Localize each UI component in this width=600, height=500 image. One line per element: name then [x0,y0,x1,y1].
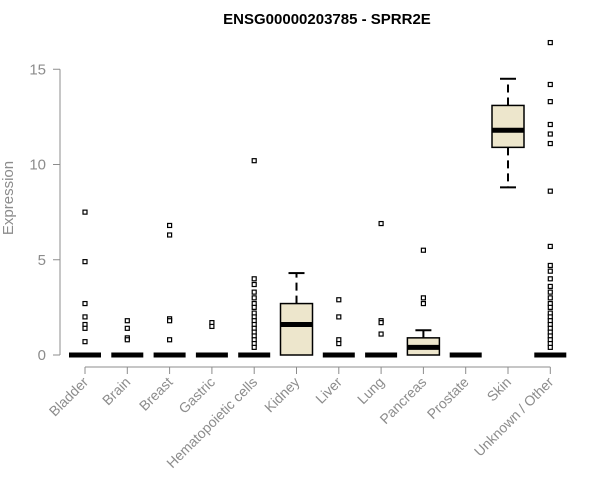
outlier-point [251,281,257,288]
outlier-point [336,340,342,347]
x-tick-label: Skin [484,374,515,405]
outlier-point [251,295,257,301]
outlier-point [209,323,215,330]
outlier-point [251,304,257,310]
x-tick-label: Kidney [261,374,303,416]
outlier-point [378,220,384,227]
box-3 [153,222,186,358]
outlier-point [167,222,173,229]
outlier-point [124,318,130,324]
outlier-point [547,276,553,282]
y-axis-label: Expression [0,161,17,235]
x-tick-label: Liver [312,374,345,407]
box-7 [322,297,355,358]
outlier-point [251,158,257,164]
outlier-point [82,300,88,307]
outlier-point [547,295,553,301]
outlier-point [547,268,553,274]
outlier-point [378,320,384,326]
outlier-point [547,131,553,137]
outlier-point [547,344,553,350]
outlier-point [124,325,130,331]
box-8 [365,220,398,358]
outlier-point [420,300,426,307]
box-4 [195,320,228,358]
outlier-point [547,81,553,88]
outlier-point [124,337,130,343]
outlier-point [251,344,257,350]
outlier-point [378,331,384,337]
x-tick-label: Pancreas [376,374,429,427]
outlier-point [82,314,88,320]
outlier-point [547,304,553,310]
outlier-point [336,297,342,303]
outlier-point [420,247,426,253]
box-9 [406,247,441,356]
outlier-point [547,283,553,290]
y-tick-label: 0 [38,347,46,364]
outlier-point [420,295,426,301]
outlier-point [82,259,88,265]
outlier-point [547,39,553,46]
outlier-point [336,314,342,320]
x-tick-label: Lung [354,374,387,407]
outlier-point [547,99,553,105]
box-1 [69,209,101,358]
y-tick-label: 15 [29,61,46,78]
box-series [69,39,567,358]
y-tick-label: 5 [38,252,46,269]
outlier-point [547,140,553,147]
outlier-point [547,188,553,194]
outlier-point [82,325,88,331]
outlier-point [251,289,257,295]
x-tick-label: Brain [99,374,133,408]
outlier-point [167,318,173,324]
outlier-point [547,243,553,250]
outlier-point [82,339,88,345]
outlier-point [547,289,553,295]
box-iqr [279,302,314,356]
box-2 [111,318,144,358]
box-5 [238,158,271,358]
y-tick-label: 10 [29,157,46,174]
box-iqr [491,104,525,149]
y-axis: 0 5 10 15 [29,61,61,364]
outlier-point [251,276,257,282]
outlier-point [547,121,553,128]
outlier-point [167,337,173,343]
outlier-point [82,209,88,215]
box-11 [491,77,525,189]
outlier-point [167,232,173,238]
box-6 [279,272,314,356]
chart-title: ENSG00000203785 - SPRR2E [223,11,431,28]
outlier-point [547,262,553,269]
x-tick-label: Prostate [424,374,472,422]
x-tick-label: Bladder [46,374,92,420]
x-tick-label: Unknown / Other [471,374,557,460]
box-12 [534,39,567,358]
x-tick-label: Breast [136,374,176,414]
